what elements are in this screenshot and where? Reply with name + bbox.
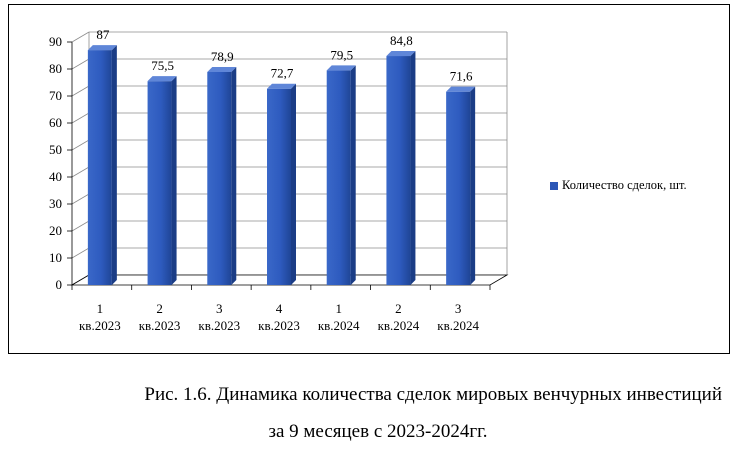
y-tick-label: 70: [49, 88, 62, 103]
x-tick-label: кв.2023: [198, 318, 240, 333]
bar: [87, 45, 117, 285]
bar: [267, 83, 296, 286]
data-label: 78,9: [211, 49, 234, 64]
y-tick-label: 30: [49, 196, 62, 211]
bar: [446, 86, 476, 286]
bar: [147, 76, 177, 286]
x-tick-label: кв.2024: [437, 318, 479, 333]
data-label: 75,5: [151, 58, 174, 73]
legend-label: Количество сделок, шт.: [562, 178, 687, 192]
x-tick-label: кв.2024: [318, 318, 360, 333]
legend: Количество сделок, шт.: [550, 178, 687, 193]
y-tick-label: 10: [49, 250, 62, 265]
x-tick-label: кв.2023: [139, 318, 181, 333]
x-tick-label: 3: [455, 301, 462, 316]
data-label: 84,8: [390, 33, 413, 48]
y-tick-label: 50: [49, 142, 62, 157]
y-tick-label: 40: [49, 169, 62, 184]
x-tick-label: 1: [97, 301, 104, 316]
figure-caption-line1: Рис. 1.6. Динамика количества сделок мир…: [144, 384, 722, 405]
gridline-side: [71, 85, 90, 97]
bar: [207, 66, 237, 285]
x-tick-label: 4: [276, 301, 283, 316]
y-tick-label: 80: [49, 61, 62, 76]
gridline-side: [71, 220, 90, 232]
gridline-side: [71, 247, 90, 259]
x-tick-label: 3: [216, 301, 223, 316]
gridline-side: [71, 193, 90, 205]
data-label: 71,6: [450, 69, 473, 84]
bar: [386, 51, 416, 285]
y-tick-label: 90: [49, 34, 62, 49]
gridline-side: [71, 166, 90, 178]
gridline-side: [71, 112, 90, 124]
x-tick-label: 2: [156, 301, 163, 316]
x-tick-label: 1: [335, 301, 342, 316]
legend-swatch: [550, 181, 558, 190]
data-label: 87: [96, 27, 110, 42]
gridline-side: [71, 31, 90, 43]
bar-chart: 0 10 20 30 40 50 60 70 80 90 87 1 кв.2023 75,5 2 кв.202…: [49, 27, 509, 333]
x-tick-label: 2: [395, 301, 402, 316]
chart-frame: 0 10 20 30 40 50 60 70 80 90 87 1 кв.2023 75,5 2 кв.202…: [8, 4, 730, 354]
data-label: 72,7: [271, 66, 294, 81]
x-tick-label: кв.2023: [79, 318, 121, 333]
data-label: 79,5: [330, 47, 353, 62]
bar: [326, 65, 356, 285]
y-tick-label: 0: [56, 277, 63, 292]
gridline-side: [71, 58, 90, 70]
y-tick-label: 60: [49, 115, 62, 130]
figure-caption-line2: за 9 месяцев с 2023-2024гг.: [268, 421, 488, 442]
gridline-side: [71, 139, 90, 151]
x-tick-label: кв.2023: [258, 318, 300, 333]
y-tick-label: 20: [49, 223, 62, 238]
x-tick-label: кв.2024: [378, 318, 420, 333]
